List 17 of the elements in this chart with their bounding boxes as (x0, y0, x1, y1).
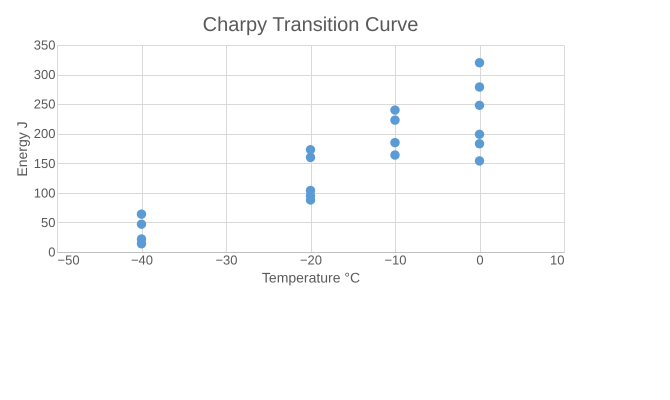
y-tick-label: 150 (34, 156, 56, 171)
x-axis-title: Temperature °C (262, 270, 360, 286)
x-tick-label: 0 (476, 252, 484, 268)
x-tick-label: −10 (384, 252, 407, 268)
chart-title: Charpy Transition Curve (202, 14, 418, 36)
x-tick-label: 10 (550, 252, 564, 268)
y-tick-label: 200 (34, 126, 56, 142)
y-tick-label: 100 (34, 185, 56, 200)
y-axis-title: Energy J (14, 121, 30, 177)
x-tick-label: −50 (58, 252, 80, 268)
y-tick-label: 50 (41, 214, 56, 230)
y-tick-label: 250 (34, 96, 56, 112)
x-tick-label: −30 (215, 252, 238, 268)
y-tick-label: 350 (34, 38, 56, 52)
x-tick-label: −20 (300, 252, 322, 268)
y-tick-label: 300 (34, 67, 56, 82)
x-tick-label: −40 (130, 252, 154, 268)
